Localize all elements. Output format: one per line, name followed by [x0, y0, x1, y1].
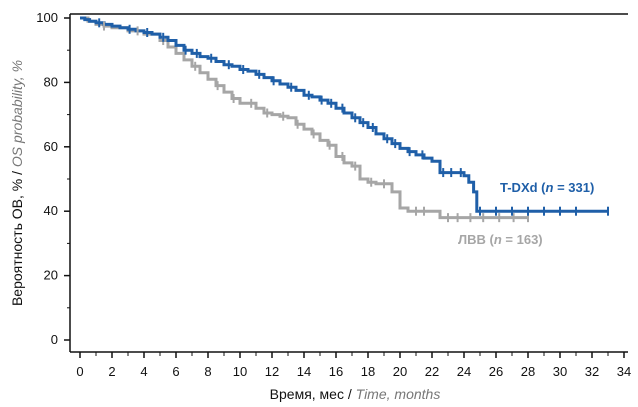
- y-tick-label: 80: [44, 74, 58, 89]
- x-tick-label: 12: [265, 364, 279, 379]
- x-axis-title: Время, мес / Time, months: [270, 386, 441, 402]
- x-tick-label: 18: [361, 364, 375, 379]
- x-tick-label: 30: [553, 364, 567, 379]
- series-line-lvv: [80, 16, 528, 220]
- y-tick-label: 100: [36, 10, 58, 25]
- x-tick-label: 4: [140, 364, 147, 379]
- x-tick-label: 14: [297, 364, 311, 379]
- y-axis-title: Вероятность ОВ, % / OS probability, %: [9, 60, 25, 306]
- y-tick-label: 60: [44, 139, 58, 154]
- x-tick-label: 28: [521, 364, 535, 379]
- y-ticks: 0 20 40 60 80 100: [36, 10, 70, 347]
- x-tick-label: 26: [489, 364, 503, 379]
- x-tick-label: 20: [393, 364, 407, 379]
- x-tick-label: 32: [585, 364, 599, 379]
- series-label-tdxd: T-DXd (n = 331): [500, 180, 594, 195]
- x-tick-label: 24: [457, 364, 471, 379]
- x-tick-label: 6: [172, 364, 179, 379]
- x-tick-label: 22: [425, 364, 439, 379]
- x-tick-label: 16: [329, 364, 343, 379]
- y-tick-label: 0: [51, 332, 58, 347]
- x-tick-label: 8: [204, 364, 211, 379]
- x-ticks: 0 2 4 6 8 10 12 14 16 18 20 22 24 26 28 30 32 34: [76, 352, 631, 379]
- y-tick-label: 40: [44, 203, 58, 218]
- x-tick-label: 2: [108, 364, 115, 379]
- x-tick-label: 10: [233, 364, 247, 379]
- series-line-tdxd: [80, 16, 608, 213]
- axes: [69, 13, 628, 353]
- series-label-lvv: ЛВВ (n = 163): [458, 232, 543, 247]
- y-tick-label: 20: [44, 268, 58, 283]
- x-tick-label: 34: [617, 364, 631, 379]
- x-tick-label: 0: [76, 364, 83, 379]
- censor-marks: [98, 18, 609, 223]
